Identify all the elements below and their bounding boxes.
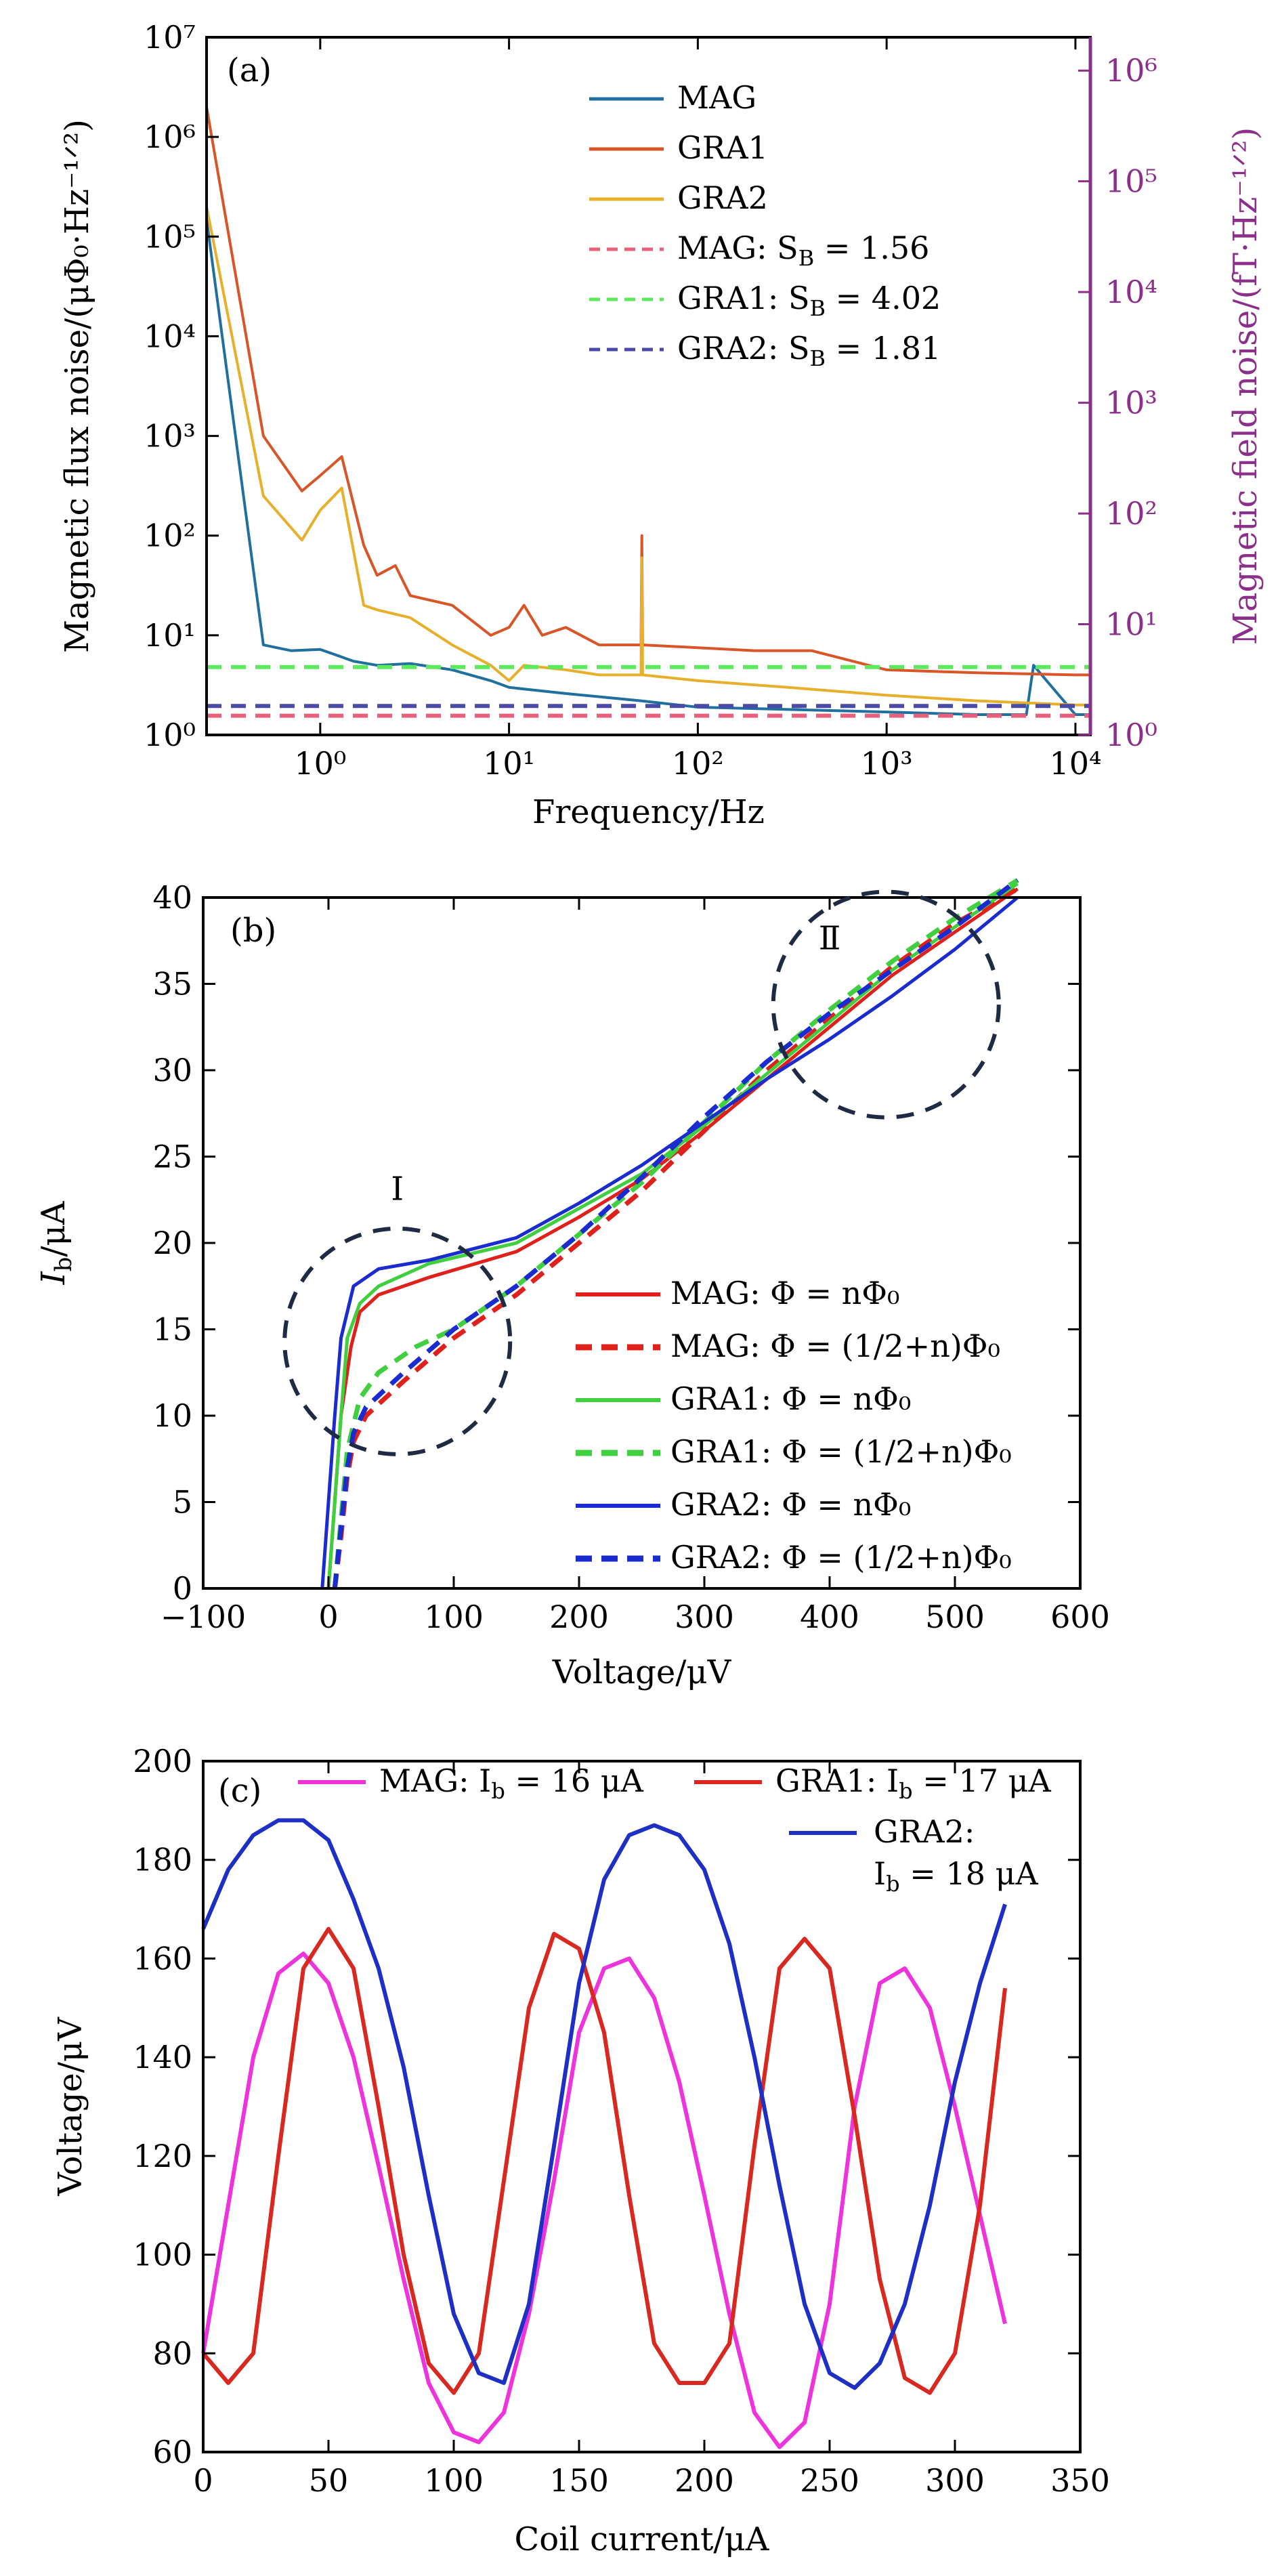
c-xtick-label: 300 [925,2462,985,2499]
a-ytick-right-label: 10⁰ [1105,717,1157,753]
b-region-label-0: Ⅰ [391,1170,404,1208]
panel-b: −100 0 100 200 300 400 500 6000510152025303540Ⅰ… [35,878,1110,1691]
b-region-label-1: Ⅱ [819,920,841,958]
a-ylabel-right: Magnetic field noise/(fT·Hz⁻¹ᐟ²) [1226,127,1264,646]
c-ytick-label: 100 [133,2237,192,2273]
c-xtick-label: 150 [549,2462,609,2499]
b-series-4 [320,896,1019,1589]
c-ytick-label: 180 [133,1842,192,1878]
c-legend-label-2: GRA2: [874,1813,975,1850]
a-ytick-label: 10³ [144,418,196,455]
b-ytick-label: 5 [173,1484,192,1521]
a-ytick-right-label: 10² [1105,495,1157,532]
b-xtick-label: 500 [925,1599,985,1635]
a-xtick-label: 10³ [861,745,913,782]
b-xtick-label: 0 [318,1599,338,1635]
b-legend-label-3: GRA1: Φ = (1/2+n)Φ₀ [670,1433,1012,1470]
b-legend-label-2: GRA1: Φ = nΦ₀ [670,1380,911,1417]
a-series-1 [205,106,1090,677]
a-legend-label-1: GRA1 [677,129,768,166]
b-xtick-label: 100 [424,1599,484,1635]
c-xtick-label: 250 [800,2462,859,2499]
b-legend-label-4: GRA2: Φ = nΦ₀ [670,1486,911,1523]
a-ytick-label: 10⁰ [144,717,196,753]
c-series-1 [201,1926,1007,2395]
c-series-0 [201,1951,1007,2449]
c-ytick-label: 140 [133,2039,192,2075]
a-ytick-right-label: 10⁵ [1105,163,1157,200]
b-legend-label-0: MAG: Φ = nΦ₀ [670,1275,899,1311]
c-xlabel: Coil current/μA [515,2520,770,2558]
c-legend-label-2-2: Ib = 18 μA [874,1855,1038,1897]
a-xtick-label: 10² [672,745,724,782]
a-ytick-right-label: 10¹ [1105,606,1157,643]
b-legend-label-1: MAG: Φ = (1/2+n)Φ₀ [670,1328,1000,1364]
b-ytick-label: 10 [152,1397,192,1434]
a-ytick-label: 10⁴ [144,318,196,354]
c-legend-label-1: GRA1: Ib = 17 μA [775,1762,1051,1804]
b-xlabel: Voltage/μV [552,1653,732,1691]
a-xtick-label: 10¹ [483,745,535,782]
c-xtick-label: 0 [193,2462,213,2499]
c-legend-label-0: MAG: Ib = 16 μA [379,1762,644,1804]
b-ytick-label: 0 [173,1570,192,1607]
b-region-circle-1 [771,889,1001,1120]
b-ytick-label: 30 [152,1052,192,1089]
c-xtick-label: 200 [675,2462,734,2499]
b-ytick-label: 15 [152,1311,192,1348]
b-xtick-label: 600 [1050,1599,1110,1635]
panel-c: 0 50 100 150 200 250 300 350 60 80 100 120 140 160 180… [51,1743,1110,2558]
c-xtick-label: 100 [424,2462,484,2499]
c-frame [202,1760,1082,2453]
c-ytick-label: 160 [133,1940,192,1977]
a-legend-label-0: MAG [677,79,756,116]
b-ytick-label: 20 [152,1225,192,1261]
a-legend-label-4: GRA1: SB = 4.02 [677,280,941,321]
a-ylabel: Magnetic flux noise/(μΦ₀·Hz⁻¹ᐟ²) [58,119,96,653]
b-xtick-label: −100 [161,1599,246,1635]
b-xtick-label: 200 [549,1599,609,1635]
b-legend-label-5: GRA2: Φ = (1/2+n)Φ₀ [670,1539,1012,1576]
b-series-1 [332,887,1019,1589]
b-series-5 [332,878,1019,1589]
c-ytick-label: 80 [152,2335,192,2371]
a-ytick-label: 10⁶ [144,119,196,155]
c-xtick-label: 350 [1050,2462,1110,2499]
a-xlabel: Frequency/Hz [532,793,765,831]
b-ytick-label: 25 [152,1139,192,1175]
c-ytick-label: 60 [152,2434,192,2470]
b-ytick-label: 40 [152,879,192,916]
a-legend-label-3: MAG: SB = 1.56 [677,230,929,271]
a-ytick-label: 10² [144,518,196,554]
b-ytick-label: 35 [152,966,192,1002]
a-series-2 [205,206,1090,706]
c-ytick-label: 200 [133,1743,192,1779]
a-ytick-right-label: 10³ [1105,385,1157,421]
a-ytick-right-label: 10⁴ [1105,274,1157,310]
b-xtick-label: 400 [800,1599,859,1635]
b-xtick-label: 300 [675,1599,734,1635]
b-panel-label: (b) [230,912,276,950]
panel-a: 10⁰ 10¹ 10² 10³ 10⁴10⁰10¹10²10³10⁴10⁵10⁶10⁷1… [58,19,1264,831]
c-xtick-label: 50 [309,2462,349,2499]
a-xtick-label: 10⁴ [1049,745,1101,782]
b-series-0 [326,887,1019,1589]
a-ytick-label: 10⁵ [144,218,196,255]
b-series-2 [326,882,1019,1589]
a-frame [205,36,1092,736]
b-ylabel: Ib/μA [35,1200,77,1285]
c-series-2 [201,1818,1007,2390]
a-legend-label-2: GRA2 [677,180,768,216]
a-legend-label-5: GRA2: SB = 1.81 [677,330,941,371]
a-panel-label: (a) [227,51,272,89]
c-ylabel: Voltage/μV [51,2017,89,2197]
c-ytick-label: 120 [133,2138,192,2174]
a-xtick-label: 10⁰ [294,745,346,782]
a-series-0 [205,219,1090,716]
a-ytick-label: 10¹ [144,617,196,654]
a-ytick-right-label: 10⁶ [1105,52,1157,89]
a-ytick-label: 10⁷ [144,19,196,56]
c-panel-label: (c) [218,1772,261,1810]
